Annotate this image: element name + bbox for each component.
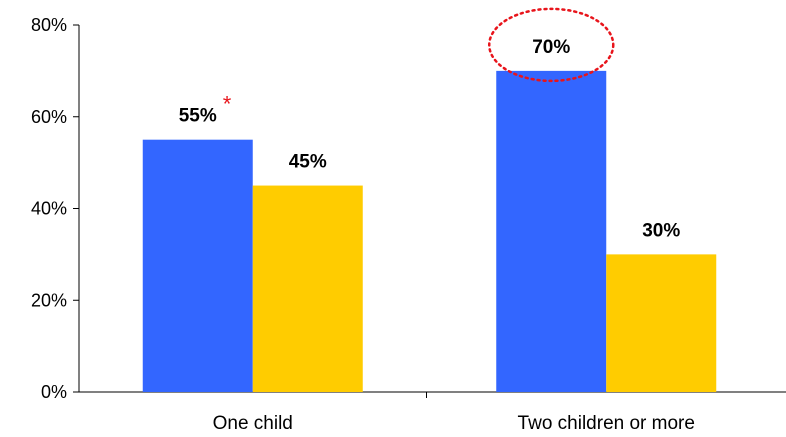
y-tick-label-2: 40% bbox=[31, 199, 67, 219]
y-tick-label-3: 60% bbox=[31, 107, 67, 127]
annotations: * bbox=[223, 7, 615, 117]
bar-0-0 bbox=[142, 139, 253, 392]
asterisk-annotation: * bbox=[223, 92, 232, 117]
data-label-0-0: 55% bbox=[179, 106, 217, 127]
tick-labels: 0% 20% 40% 60% 80% One child Two children or m… bbox=[31, 15, 695, 434]
y-tick-label-1: 20% bbox=[31, 290, 67, 310]
bar-1-1 bbox=[606, 254, 717, 392]
data-label-1-0: 70% bbox=[532, 37, 570, 58]
bar-1-0 bbox=[496, 70, 607, 392]
data-labels: 55% 45% 70% 30% bbox=[179, 37, 681, 242]
highlight-ellipse bbox=[488, 7, 615, 83]
bar-0-1 bbox=[252, 185, 363, 392]
y-tick-label-0: 0% bbox=[41, 382, 67, 402]
bars bbox=[142, 70, 717, 392]
y-tick-label-4: 80% bbox=[31, 15, 67, 35]
category-label-1: Two children or more bbox=[518, 413, 695, 434]
data-label-0-1: 45% bbox=[289, 152, 327, 173]
data-label-1-1: 30% bbox=[642, 220, 680, 241]
category-label-0: One child bbox=[213, 413, 293, 434]
